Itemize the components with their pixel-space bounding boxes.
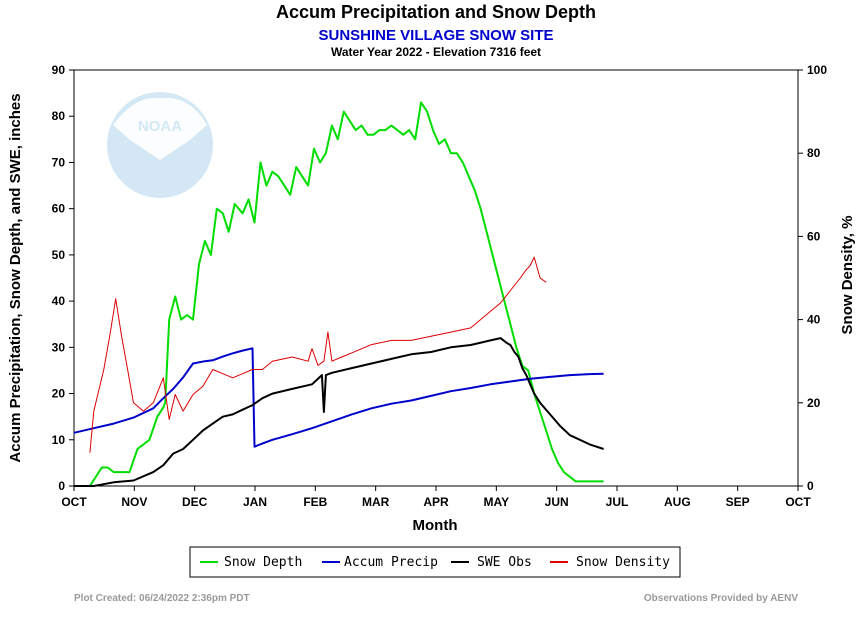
x-tick-label: DEC [182, 495, 208, 509]
legend: Snow Depth Accum Precip SWE Obs Snow Den… [189, 546, 681, 578]
right-axis: 0 20 40 60 80 100 [798, 63, 827, 493]
x-tick-label: NOV [121, 495, 147, 509]
y2-tick-label: 60 [807, 229, 821, 243]
y-tick-label: 30 [52, 340, 66, 354]
x-tick-label: AUG [664, 495, 691, 509]
y2-tick-label: 40 [807, 313, 821, 327]
y-axis-label: Accum Precipitation, Snow Depth, and SWE… [7, 93, 24, 462]
y-tick-label: 60 [52, 202, 66, 216]
y2-tick-label: 100 [807, 63, 827, 77]
legend-label-snow-density: Snow Density [576, 555, 670, 570]
legend-label-accum-precip: Accum Precip [344, 555, 438, 570]
x-tick-label: SEP [726, 495, 750, 509]
y-tick-label: 80 [52, 109, 66, 123]
y2-tick-label: 0 [807, 479, 814, 493]
y-tick-label: 20 [52, 387, 66, 401]
chart-subtitle: SUNSHINE VILLAGE SNOW SITE [318, 27, 553, 44]
series-line-accum-precip [73, 347, 604, 448]
y2-axis-label: Snow Density, % [839, 216, 856, 335]
x-tick-label: MAR [362, 495, 390, 509]
left-axis: 0 10 20 30 40 50 60 70 80 90 [52, 63, 74, 493]
x-tick-label: APR [423, 495, 449, 509]
y2-tick-label: 80 [807, 146, 821, 160]
x-tick-label: JUL [606, 495, 629, 509]
y-tick-label: 0 [58, 479, 65, 493]
x-tick-label: MAY [484, 495, 510, 509]
legend-box [189, 546, 681, 578]
x-tick-label: FEB [303, 495, 327, 509]
x-tick-label: OCT [61, 495, 87, 509]
noaa-logo-text: NOAA [138, 118, 182, 135]
series-line-snow-density [89, 256, 547, 453]
chart-title: Accum Precipitation and Snow Depth [276, 2, 596, 22]
y-tick-label: 10 [52, 433, 66, 447]
plot-created-text: Plot Created: 06/24/2022 2:36pm PDT [74, 593, 250, 604]
y-tick-label: 50 [52, 248, 66, 262]
x-axis-label: Month [413, 517, 458, 534]
legend-label-swe-obs: SWE Obs [477, 555, 532, 570]
y-tick-label: 40 [52, 294, 66, 308]
x-tick-label: OCT [785, 495, 811, 509]
y-tick-label: 70 [52, 155, 66, 169]
series-layer [73, 101, 604, 487]
x-axis: OCT NOV DEC JAN FEB MAR APR MAY JUN JUL AUG SEP OCT [61, 486, 811, 509]
y-tick-label: 90 [52, 63, 66, 77]
legend-label-snow-depth: Snow Depth [224, 555, 302, 570]
series-line-swe-obs [74, 337, 604, 487]
y2-tick-label: 20 [807, 396, 821, 410]
observations-credit-text: Observations Provided by AENV [644, 593, 798, 604]
noaa-logo-gull [113, 97, 207, 160]
noaa-logo: NOAA [107, 92, 213, 198]
x-tick-label: JUN [545, 495, 569, 509]
x-tick-label: JAN [243, 495, 267, 509]
chart-subtitle-elevation: Water Year 2022 - Elevation 7316 feet [331, 45, 541, 59]
